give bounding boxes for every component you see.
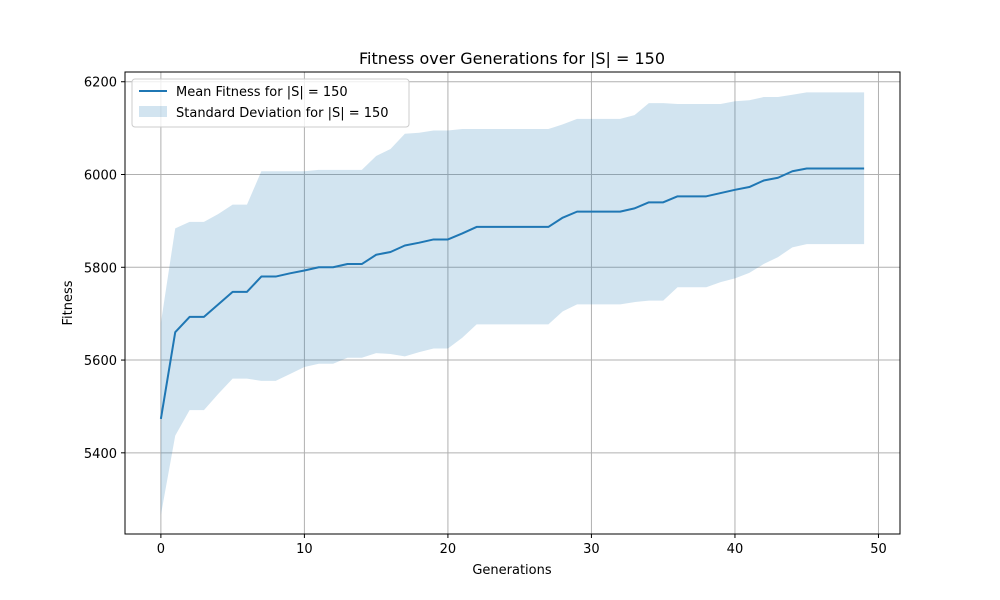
y-tick-label: 5400 — [84, 447, 117, 462]
y-tick-label: 5600 — [84, 354, 117, 369]
y-axis-ticks: 5400 5600 5800 6000 6200 — [84, 76, 125, 462]
x-tick-label: 0 — [157, 542, 165, 557]
legend-label-mean: Mean Fitness for |S| = 150 — [176, 85, 348, 100]
legend-label-std: Standard Deviation for |S| = 150 — [176, 106, 389, 121]
x-tick-label: 10 — [296, 542, 313, 557]
x-tick-label: 30 — [583, 542, 600, 557]
x-tick-label: 40 — [727, 542, 744, 557]
plot-background — [125, 72, 900, 534]
y-tick-label: 5800 — [84, 261, 117, 276]
mean-line-layer — [159, 167, 865, 420]
y-axis-label: Fitness — [61, 280, 76, 325]
mean-fitness-line — [159, 167, 865, 420]
legend-box — [131, 78, 410, 128]
y-tick-label: 6000 — [84, 169, 117, 184]
x-tick-label: 50 — [870, 542, 887, 557]
legend: Mean Fitness for |S| = 150 Standard Devi… — [131, 78, 410, 128]
chart-title: Fitness over Generations for |S| = 150 — [359, 49, 665, 68]
grid — [125, 72, 900, 534]
x-tick-label: 20 — [440, 542, 457, 557]
x-axis-ticks: 0 10 20 30 40 50 — [157, 534, 887, 557]
x-axis-label: Generations — [472, 563, 552, 578]
std-band-layer — [160, 92, 865, 515]
plot-frame — [124, 71, 901, 535]
y-tick-label: 6200 — [84, 76, 117, 91]
std-deviation-band — [160, 92, 865, 515]
legend-band-swatch — [139, 106, 167, 117]
